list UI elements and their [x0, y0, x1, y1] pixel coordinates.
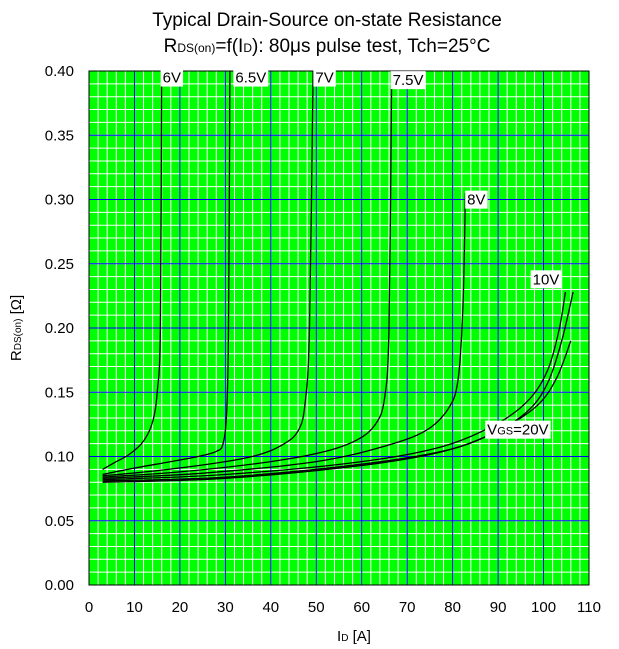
- x-axis-label: ID [A]: [337, 628, 371, 645]
- x-tick-label: 50: [308, 599, 325, 616]
- x-tick-label: 100: [531, 599, 556, 616]
- y-axis-label-sub: DS(on): [13, 319, 24, 351]
- subtitle-sub: DS(on): [177, 41, 215, 55]
- curve-label-text: VGS=20V: [487, 422, 548, 439]
- y-axis-label-main: R: [8, 350, 25, 361]
- major-grid: [88, 70, 590, 586]
- y-tick-label: 0.40: [45, 63, 74, 80]
- curve-label-main: V: [487, 422, 497, 439]
- x-tick-label: 60: [353, 599, 370, 616]
- curve-7v: [102, 70, 314, 477]
- curve-label-background: [465, 190, 488, 209]
- subtitle-prefix: R: [164, 36, 178, 57]
- x-axis-label-sub: D: [341, 633, 348, 644]
- curve-8v: [102, 193, 467, 479]
- x-tick-label: 20: [172, 599, 189, 616]
- x-tick-labels: 0 10 20 30 40 50 60 70 80 90 100 110: [85, 599, 601, 616]
- curve-label: VGS=20V: [485, 420, 551, 439]
- y-tick-label: 0.05: [45, 513, 74, 530]
- x-axis-label-unit: [A]: [348, 628, 371, 645]
- curve-label-sub: GS: [497, 426, 513, 438]
- curve-label: 7V: [313, 68, 336, 87]
- curve-label: 10V: [530, 270, 562, 289]
- curve-label: 6.5V: [233, 68, 269, 87]
- curve-label: 8V: [465, 190, 488, 209]
- plot-border: [88, 70, 590, 586]
- y-tick-label: 0.15: [45, 384, 74, 401]
- x-axis-label-main: I: [337, 628, 341, 645]
- curve-7-5v: [102, 70, 393, 478]
- curve-unlabeled-7: [102, 340, 572, 482]
- curve-label-text: 10V: [533, 271, 560, 288]
- subtitle-sub2: D: [243, 41, 252, 55]
- curve-labels: 6V 6.5V 7V 7.5V 8V 10V VGS=20V: [160, 68, 562, 439]
- curve-label-background: [390, 71, 426, 90]
- curve-label-text: 6V: [163, 70, 181, 87]
- curve-10v: [102, 291, 567, 481]
- y-tick-label: 0.35: [45, 127, 74, 144]
- curve-label-background: [530, 270, 562, 289]
- curve-label-text: 6.5V: [235, 70, 266, 87]
- curve-label-background: [485, 420, 551, 439]
- y-tick-label: 0.30: [45, 192, 74, 209]
- y-tick-label: 0.00: [45, 577, 74, 594]
- y-tick-label: 0.20: [45, 320, 74, 337]
- curve-label-text: 7V: [315, 70, 333, 87]
- chart-title: Typical Drain-Source on-state Resistance: [152, 10, 502, 31]
- curve-6-5v: [102, 70, 231, 476]
- x-tick-label: 0: [85, 599, 93, 616]
- x-tick-label: 110: [577, 599, 601, 616]
- curve-label-background: [160, 68, 184, 87]
- curve-label-background: [233, 68, 269, 87]
- x-tick-label: 70: [399, 599, 416, 616]
- x-tick-label: 90: [490, 599, 507, 616]
- y-tick-labels: 0.00 0.05 0.10 0.15 0.20 0.25 0.30 0.35 0.40: [45, 63, 74, 594]
- plot-area: 6V 6.5V 7V 7.5V 8V 10V VGS=20V: [88, 68, 590, 586]
- curve-label-background: [313, 68, 336, 87]
- curve-6v: [102, 70, 163, 470]
- curve-label: 6V: [160, 68, 184, 87]
- x-tick-label: 10: [126, 599, 143, 616]
- subtitle-mid: =f(I: [215, 36, 243, 57]
- y-tick-label: 0.25: [45, 256, 74, 273]
- curve-label: 7.5V: [390, 71, 426, 90]
- curves: [102, 70, 574, 483]
- chart-subtitle: RDS(on)=f(ID): 80μs pulse test, Tch=25°C: [164, 36, 491, 57]
- y-tick-label: 0.10: [45, 449, 74, 466]
- curve-label-text: 8V: [467, 192, 485, 209]
- x-tick-label: 40: [262, 599, 279, 616]
- y-axis-label: RDS(on) [Ω]: [8, 295, 25, 361]
- x-tick-label: 80: [444, 599, 461, 616]
- subtitle-rest: ): 80μs pulse test, Tch=25°C: [252, 36, 490, 57]
- x-tick-label: 30: [217, 599, 234, 616]
- curve-label-text: 7.5V: [393, 72, 424, 89]
- y-axis-label-unit: [Ω]: [8, 295, 25, 319]
- curve-label-rest: =20V: [513, 422, 548, 439]
